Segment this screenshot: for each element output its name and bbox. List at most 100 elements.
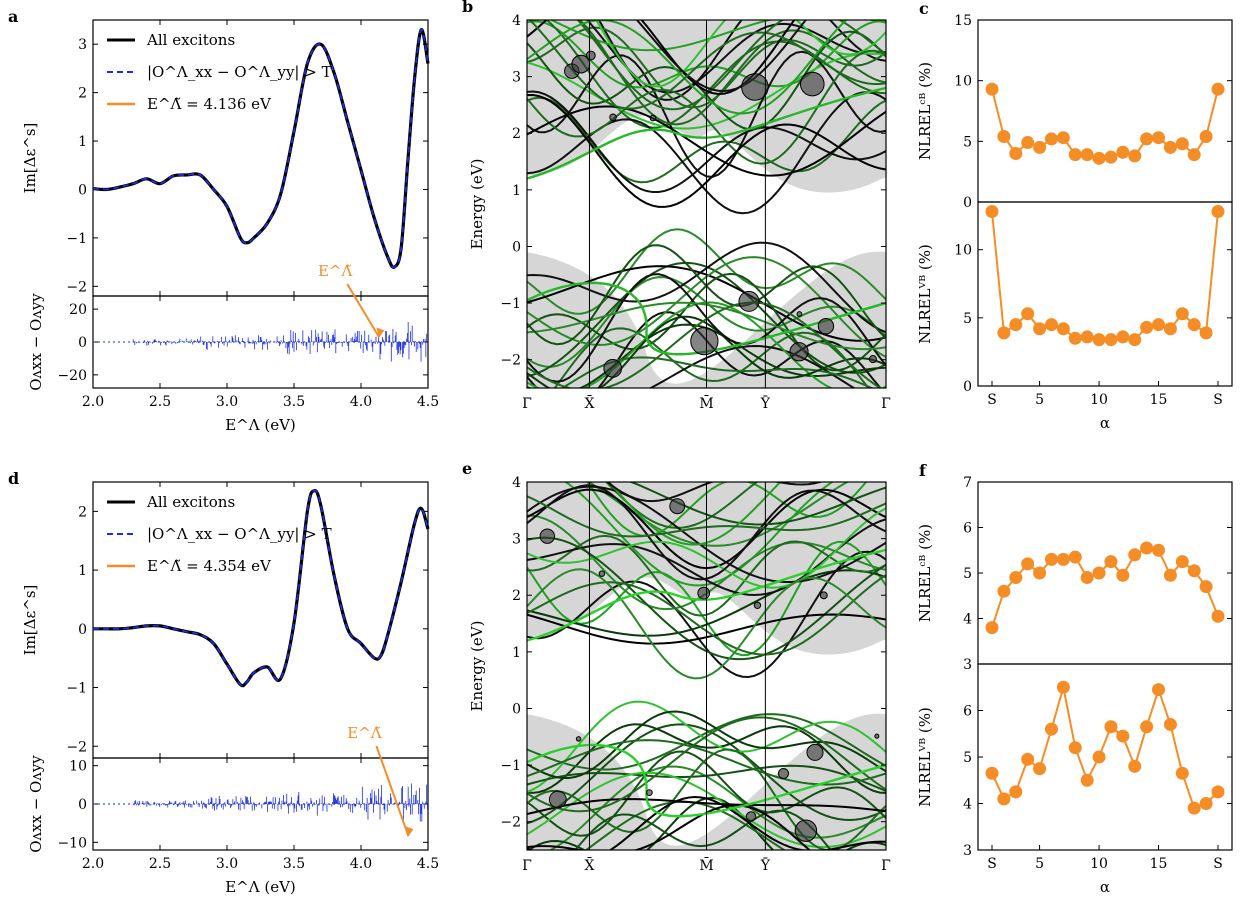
annotation-arrow-a	[346, 283, 381, 338]
energy-axis-label-b: Energy (eV)	[468, 159, 486, 250]
nlrel-point-vb	[1128, 759, 1142, 773]
exciton-weight-circle	[603, 358, 623, 378]
exciton-weight-circle	[585, 50, 596, 61]
nlrel-point-vb	[1021, 307, 1035, 321]
nlrel-y-cb-c-tick-label: 15	[954, 13, 972, 29]
y-axis-top-a-tick-label: −2	[66, 279, 87, 295]
x-axis-d-tick-label: 4.5	[417, 856, 439, 872]
nlrel-point-cb	[1068, 550, 1082, 564]
nlrel-point-cb	[1163, 140, 1177, 154]
exciton-weight-circle	[609, 113, 617, 122]
energy-axis-b-tick-label: 0	[512, 239, 521, 255]
x-axis-d-tick-label: 3.5	[283, 856, 305, 872]
nlrel-y-cb-c-tick-label: 10	[954, 74, 972, 90]
exciton-weight-circle	[874, 733, 880, 739]
energy-axis-b-tick-label: −2	[500, 353, 521, 369]
nlrel-y-vb-c-tick-label: 0	[963, 379, 972, 395]
exciton-weight-circle	[669, 498, 686, 515]
nlrel-point-cb	[997, 584, 1011, 598]
x-axis-a-tick-label: 2.0	[82, 394, 104, 410]
nlrel-y-vb-f-tick-label: 5	[963, 750, 972, 766]
x-axis-a-tick-label: 3.0	[216, 394, 238, 410]
y-axis-bottom-d-tick-label: 10	[69, 759, 87, 775]
nlrel-ylabel-cb-c: NLRELᶜᴮ (%)	[916, 62, 934, 160]
x-axis-d-tick-label: 2.5	[149, 856, 171, 872]
k-point-label-e: Ȳ	[760, 856, 771, 874]
alpha-tick-label-c: 15	[1150, 392, 1168, 408]
y-axis-top-d-tick-label: −1	[66, 681, 87, 697]
nlrel-point-vb	[1009, 318, 1023, 332]
legend-label-all-d: All excitons	[146, 493, 235, 511]
nlrel-point-vb	[1080, 330, 1094, 344]
exciton-valence-band	[527, 743, 886, 818]
exciton-weight-circle	[799, 71, 825, 97]
energy-axis-e-tick-label: 0	[512, 701, 521, 717]
series-threshold-a	[92, 28, 429, 269]
k-point-label-e: Γ̄	[881, 858, 891, 874]
annotation-arrowhead-d	[405, 826, 414, 837]
energy-axis-b-tick-label: 3	[512, 70, 521, 86]
x-axis-a-tick-label: 4.0	[350, 394, 372, 410]
nlrel-point-cb	[1128, 548, 1142, 562]
exciton-conduction-band	[527, 86, 886, 180]
k-point-label-e: M̄	[699, 856, 713, 874]
x-axis-d-tick-label: 4.0	[350, 856, 372, 872]
nlrel-point-vb	[1163, 717, 1177, 731]
alpha-tick-label-c: 10	[1090, 392, 1108, 408]
energy-axis-e-tick-label: −1	[500, 758, 521, 774]
alpha-tick-label-c: 5	[1035, 392, 1044, 408]
alpha-tick-label-f: 15	[1150, 856, 1168, 872]
nlrel-y-cb-f-tick-label: 4	[963, 612, 972, 628]
nlrel-y-cb-c-tick-label: 5	[963, 134, 972, 150]
nlrel-point-vb	[1044, 722, 1058, 736]
alpha-tick-label-f: 5	[1035, 856, 1044, 872]
nlrel-point-cb	[1199, 129, 1213, 143]
nlrel-point-cb	[1175, 555, 1189, 569]
y-axis-label-bottom-a: Oᴧxx − Oᴧyy	[27, 293, 45, 391]
energy-axis-b-tick-label: 4	[512, 13, 521, 29]
nlrel-y-vb-f-tick-label: 6	[963, 704, 972, 720]
y-axis-top-a-tick-label: −1	[66, 231, 87, 247]
k-point-label-e: Γ̄	[522, 858, 532, 874]
legend-label-energy-d: E^Λ̃ = 4.354 eV	[147, 557, 272, 575]
nlrel-ylabel-vb-c: NLRELⱽᴮ (%)	[916, 244, 934, 344]
y-axis-label-top-d: Im[Δε^s]	[21, 585, 39, 656]
nlrel-point-cb	[1056, 552, 1070, 566]
nlrel-point-cb	[1199, 580, 1213, 594]
nlrel-point-cb	[1140, 541, 1154, 555]
nlrel-point-cb	[1211, 609, 1225, 623]
nlrel-point-cb	[1163, 568, 1177, 582]
nlrel-point-cb	[1080, 571, 1094, 585]
k-point-label-b: Γ̄	[522, 396, 532, 412]
nlrel-point-vb	[1116, 729, 1130, 743]
legend-label-all-a: All excitons	[146, 31, 235, 49]
nlrel-point-vb	[1199, 326, 1213, 340]
panel-label-a: a	[8, 7, 18, 26]
nlrel-y-cb-f-tick-label: 3	[963, 657, 972, 673]
nlrel-point-cb	[997, 129, 1011, 143]
y-axis-top-d-tick-label: 2	[78, 504, 87, 520]
nlrel-point-cb	[1044, 132, 1058, 146]
nlrel-point-vb	[1152, 318, 1166, 332]
nlrel-point-cb	[1128, 149, 1142, 163]
alpha-tick-label-f: S	[987, 856, 997, 872]
annotation-label-a: E^Λ̃	[318, 262, 353, 280]
nlrel-point-vb	[1104, 720, 1118, 734]
nlrel-y-cb-f-tick-label: 7	[963, 475, 972, 491]
nlrel-point-vb	[997, 326, 1011, 340]
nlrel-point-cb	[1009, 571, 1023, 585]
nlrel-point-vb	[1080, 773, 1094, 787]
nlrel-point-vb	[985, 205, 999, 219]
energy-axis-b-tick-label: −1	[500, 296, 521, 312]
nlrel-point-vb	[985, 766, 999, 780]
nlrel-point-cb	[1187, 148, 1201, 162]
exciton-weight-circle	[753, 601, 762, 609]
y-axis-label-bottom-d: Oᴧxx − Oᴧyy	[27, 755, 45, 853]
nlrel-point-vb	[1211, 785, 1225, 799]
alpha-axis-label-c: α	[1100, 414, 1110, 432]
energy-axis-label-e: Energy (eV)	[468, 621, 486, 712]
panel-label-e: e	[462, 459, 472, 478]
exciton-conduction-band	[527, 548, 886, 642]
nlrel-y-vb-c-tick-label: 10	[954, 243, 972, 259]
